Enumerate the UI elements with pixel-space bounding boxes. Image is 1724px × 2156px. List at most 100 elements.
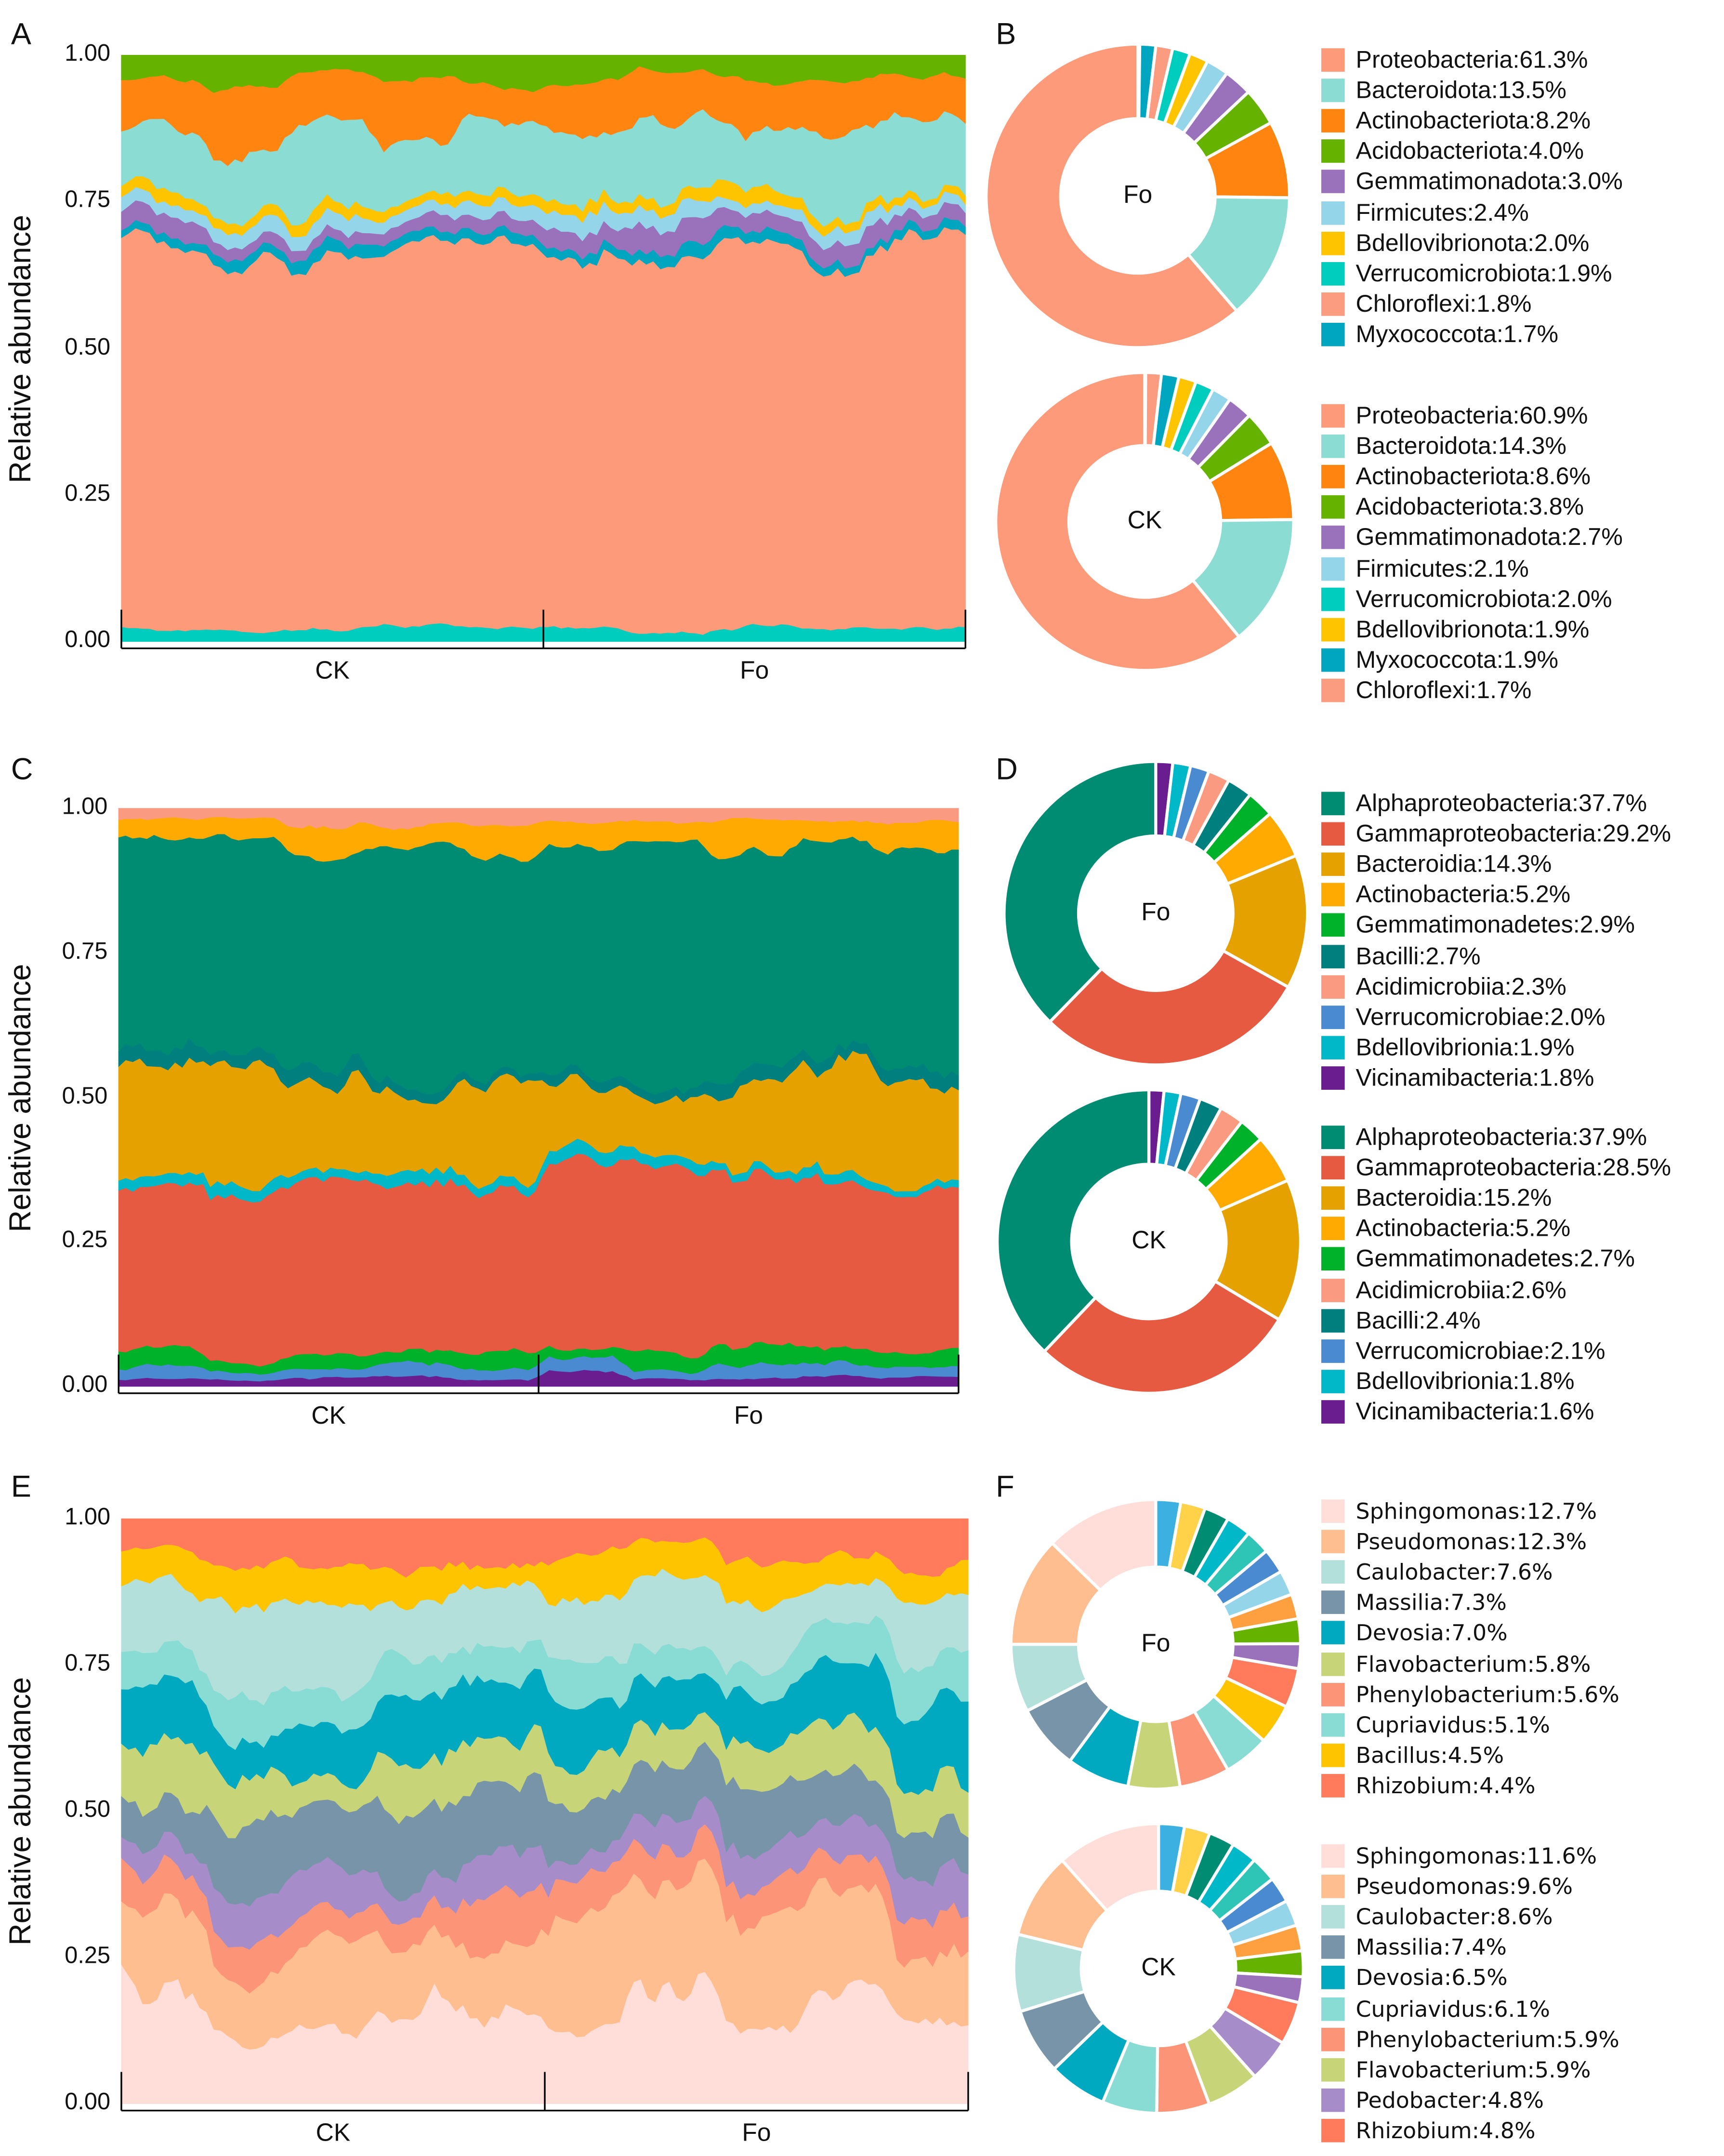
donut-slice-bacteroidota: [1190, 518, 1295, 639]
donut-slice-massilia: [1018, 1989, 1105, 2071]
legend-percent: 1.9%: [1519, 1033, 1575, 1061]
legend-name: Devosia: [1356, 1965, 1444, 1991]
area-layer-pedobacter: [121, 1795, 969, 1950]
donut-slice-sphingomonas: [1060, 1822, 1160, 1913]
legend-swatch: [1321, 1843, 1345, 1867]
legend-item: Bacillus: 4.5%: [1321, 1742, 1504, 1769]
legend-name: Cupriavidus: [1356, 1995, 1487, 2022]
donut-slice-devosia: [1052, 2020, 1131, 2104]
donut-slice-other: [1154, 1498, 1183, 1570]
legend-name: Chloroflexi: [1356, 676, 1470, 704]
legend-swatch: [1321, 2058, 1345, 2082]
legend-swatch: [1321, 1155, 1345, 1179]
legend-name: Verrucomicrobiota: [1356, 584, 1551, 612]
legend-percent: 4.8%: [1479, 2117, 1536, 2144]
x-tick-label-fo: Fo: [742, 2118, 771, 2147]
area-layer-massilia: [121, 1741, 969, 1907]
legend-name: Vicinamibacteria: [1356, 1064, 1533, 1092]
legend-separator: :: [1513, 400, 1520, 429]
legend-swatch: [1321, 1997, 1345, 2021]
legend-name: Gemmatimonadota: [1356, 167, 1561, 195]
legend-percent: 4.0%: [1528, 136, 1584, 164]
x-tick-label-fo: Fo: [740, 656, 769, 685]
legend-separator: :: [1556, 2026, 1564, 2052]
donut-slice-actinobacteriota: [1203, 120, 1291, 199]
legend-item: Flavobacterium: 5.9%: [1321, 2056, 1591, 2083]
y-tick-label: 0.00: [62, 1371, 108, 1398]
donut-center-label: Fo: [1123, 181, 1153, 209]
legend-swatch: [1321, 1874, 1345, 1898]
donut-slice-gemmatimonadetes: [1201, 792, 1273, 865]
legend-separator: :: [1487, 1711, 1494, 1738]
legend-percent: 5.2%: [1515, 880, 1571, 908]
legend-item: Phenylobacterium: 5.6%: [1321, 1680, 1619, 1708]
legend-swatch: [1321, 526, 1345, 550]
legend-swatch: [1321, 47, 1345, 71]
donut-slice-other: [1233, 1949, 1305, 1979]
donut-slice-caulobacter: [1009, 1642, 1090, 1713]
legend-percent: 2.0%: [1557, 584, 1612, 612]
legend-percent: 1.9%: [1534, 615, 1590, 643]
legend-percent: 5.8%: [1534, 1650, 1591, 1677]
legend-item: Pseudomonas: 9.6%: [1321, 1872, 1573, 1900]
legend-name: Actinobacteria: [1356, 1214, 1509, 1242]
legend-item: Pedobacter: 4.8%: [1321, 2087, 1544, 2114]
legend-name: Bdellovibrionia: [1356, 1367, 1513, 1395]
donut-slice-firmicutes: [1177, 387, 1232, 462]
legend-name: Chloroflexi: [1356, 290, 1470, 317]
legend-item: Bacilli: 2.4%: [1321, 1306, 1481, 1334]
legend-percent: 2.9%: [1579, 911, 1635, 939]
legend-swatch: [1321, 1529, 1345, 1553]
legend-separator: :: [1489, 1903, 1497, 1930]
legend-name: Gemmatimonadetes: [1356, 1244, 1573, 1272]
legend-separator: :: [1480, 2087, 1488, 2114]
legend-separator: :: [1443, 1934, 1451, 1960]
legend-swatch: [1321, 323, 1345, 347]
legend-percent: 2.7%: [1425, 941, 1481, 969]
legend-item: Acidimicrobiia: 2.3%: [1321, 972, 1566, 1000]
legend-percent: 8.2%: [1535, 106, 1591, 134]
legend-name: Bacteroidia: [1356, 1183, 1477, 1211]
legend-percent: 1.9%: [1557, 259, 1612, 287]
legend-item: Massilia: 7.3%: [1321, 1588, 1507, 1616]
legend-item: Sphingomonas: 12.7%: [1321, 1497, 1597, 1524]
donut-slice-other: [1230, 1642, 1303, 1671]
legend-separator: :: [1543, 1336, 1551, 1364]
legend-percent: 9.6%: [1516, 1873, 1573, 1899]
legend-separator: :: [1532, 1064, 1540, 1092]
legend-swatch: [1321, 1498, 1345, 1522]
donut-slice-bdellovibrionota: [1162, 51, 1210, 130]
legend-percent: 60.9%: [1519, 400, 1588, 429]
legend-item: Gemmatimonadota: 2.7%: [1321, 523, 1623, 551]
area-layer-caulobacter: [121, 1568, 969, 1706]
legend-percent: 2.1%: [1474, 554, 1529, 582]
legend-percent: 4.5%: [1448, 1742, 1504, 1769]
legend-name: Alphaproteobacteria: [1356, 788, 1572, 816]
legend-name: Gammaproteobacteria: [1356, 819, 1596, 847]
donut-center-label: Fo: [1141, 1629, 1171, 1657]
donut-slice-bacilli: [1173, 1097, 1224, 1176]
legend-swatch: [1321, 1339, 1345, 1363]
legend-separator: :: [1561, 523, 1568, 551]
legend-percent: 14.3%: [1498, 431, 1566, 459]
legend-percent: 6.5%: [1451, 1965, 1508, 1991]
y-tick-label: 1.00: [65, 1503, 111, 1530]
legend-separator: :: [1550, 259, 1557, 287]
legend-item: Caulobacter: 8.6%: [1321, 1903, 1553, 1930]
legend-swatch: [1321, 679, 1345, 703]
legend-swatch: [1321, 1935, 1345, 1959]
legend-name: Firmicutes: [1356, 554, 1467, 582]
legend-item: Bdellovibrionota: 1.9%: [1321, 615, 1590, 643]
legend-name: Massilia: [1356, 1934, 1444, 1960]
legend-separator: :: [1472, 1773, 1480, 1799]
legend-name: Verrucomicrobiae: [1356, 1003, 1544, 1031]
legend-name: Bacteroidota: [1356, 431, 1491, 459]
legend-separator: :: [1440, 1742, 1448, 1769]
legend-name: Verrucomicrobiae: [1356, 1336, 1544, 1364]
y-tick-label: 0.25: [65, 1942, 111, 1969]
legend-name: Bacteroidia: [1356, 849, 1477, 877]
donut-slice-other: [1203, 1531, 1269, 1597]
legend-swatch: [1321, 495, 1345, 519]
y-tick-label: 0.50: [62, 1082, 108, 1109]
